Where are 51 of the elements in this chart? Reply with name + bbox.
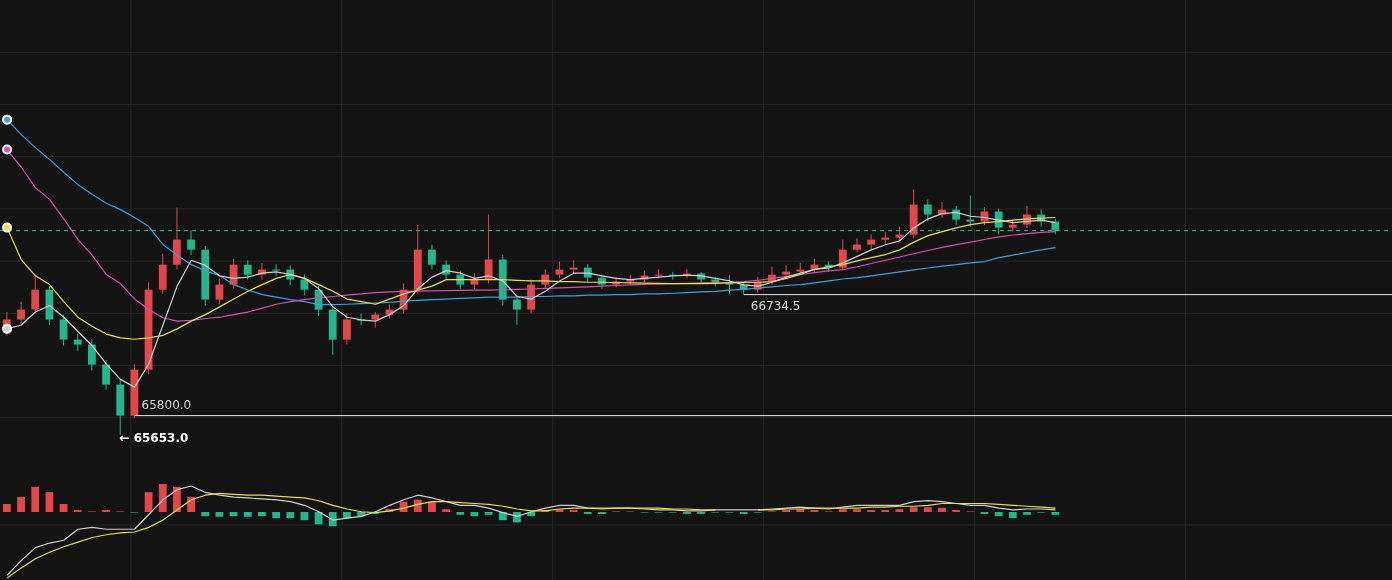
bar [17, 496, 25, 512]
candlestick [456, 270, 465, 290]
bar [442, 509, 450, 512]
candlestick [102, 359, 110, 391]
bar [853, 509, 861, 512]
bar [923, 507, 932, 512]
annotation: ← 65653.0 [119, 430, 189, 445]
bar [45, 492, 54, 512]
candlestick [513, 294, 521, 326]
bar [838, 509, 847, 512]
candlestick [31, 273, 40, 314]
candlestick [88, 338, 96, 371]
candlestick [952, 205, 961, 226]
candlestick [343, 312, 351, 345]
bar [909, 507, 918, 512]
candlestick [215, 277, 224, 305]
bar [895, 509, 904, 512]
candlestick [17, 301, 25, 326]
bar [31, 486, 40, 512]
candlestick [583, 263, 592, 283]
candlestick [272, 263, 280, 277]
candlestick [484, 214, 493, 285]
bar [272, 512, 280, 519]
candlestick [782, 264, 791, 278]
bar [201, 512, 210, 517]
bar [215, 512, 224, 517]
bar [343, 512, 351, 519]
candlestick [243, 259, 252, 281]
bar [1051, 512, 1060, 515]
bar [243, 512, 252, 517]
candlestick [867, 233, 876, 251]
bar [938, 507, 946, 512]
ref-line-label: 65800.0 [141, 397, 192, 412]
bar [484, 512, 493, 515]
bar [258, 512, 266, 517]
bar [3, 503, 11, 512]
candlestick [853, 237, 861, 253]
candlestick [923, 198, 932, 222]
bar [456, 512, 465, 515]
candlestick [966, 195, 975, 228]
candlestick [428, 244, 436, 270]
bar [286, 512, 295, 519]
bar [144, 492, 153, 512]
bar [1023, 512, 1031, 515]
bar [328, 512, 337, 527]
bar [187, 496, 195, 512]
bar [1008, 512, 1017, 519]
bar [994, 512, 1003, 517]
ref-line-label: 66734.5 [750, 299, 801, 314]
bar [428, 501, 436, 512]
bar [158, 484, 167, 512]
